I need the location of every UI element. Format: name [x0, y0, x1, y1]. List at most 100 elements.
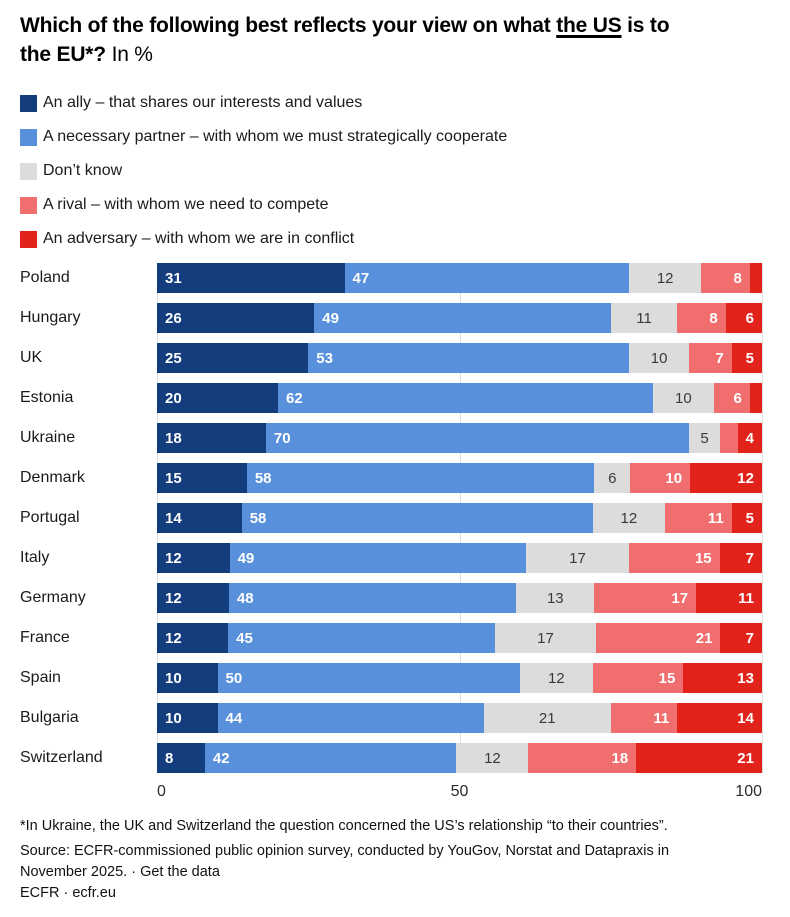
bar-value-label: 11 [738, 589, 754, 607]
bar-track: 12 49 17 15 7 [157, 543, 762, 574]
bar-track: 18 70 5 4 [157, 423, 762, 454]
legend-swatch-icon [20, 230, 37, 248]
country-label: UK [20, 349, 43, 367]
bar-segment: 49 [314, 303, 611, 334]
bar-value-label: 25 [165, 349, 182, 367]
bar-value-label: 15 [165, 469, 182, 487]
bar-segment: 10 [653, 383, 714, 414]
bar-segment: 6 [725, 303, 762, 334]
legend: An ally – that shares our interests and … [20, 92, 762, 250]
bar-segment: 11 [610, 703, 678, 734]
chart-row: Hungary 26 49 11 8 6 [20, 303, 762, 334]
chart-row: Denmark 15 58 6 10 12 [20, 463, 762, 494]
bar-segment: 21 [636, 743, 762, 774]
country-label: Denmark [20, 469, 85, 487]
bar-segment: 31 [157, 263, 345, 294]
bar-value-label: 44 [225, 709, 243, 727]
bar-value-label: 10 [165, 669, 182, 687]
bar-track: 10 50 12 15 13 [157, 663, 762, 694]
bar-segment: 53 [308, 343, 629, 374]
footnote: *In Ukraine, the UK and Switzerland the … [20, 818, 668, 835]
bar-track: 20 62 10 6 [157, 383, 762, 414]
legend-swatch-icon [20, 162, 37, 180]
bar-value-label: 17 [537, 629, 554, 647]
bar-value-label: 21 [737, 749, 754, 767]
bar-value-label: 11 [707, 509, 724, 527]
get-the-data-link[interactable]: Get the data [140, 863, 220, 880]
source-line: Source: ECFR-commissioned public opinion… [20, 841, 762, 882]
bar-segment: 44 [217, 703, 484, 734]
bar-value-label: 49 [237, 549, 255, 567]
bar-value-label: 7 [715, 349, 724, 367]
bar-segment: 15 [628, 543, 720, 574]
legend-swatch-icon [20, 94, 37, 112]
bar-value-label: 21 [695, 629, 713, 647]
bar-value-label: 14 [165, 509, 182, 527]
bar-segment: 50 [217, 663, 520, 694]
country-label: Italy [20, 549, 50, 567]
bar-value-label: 58 [254, 469, 272, 487]
bar-value-label: 12 [547, 669, 565, 687]
chart-row: Spain 10 50 12 15 13 [20, 663, 762, 694]
gridline [762, 263, 763, 774]
bar-value-label: 42 [212, 749, 230, 767]
bar-value-label: 47 [352, 269, 370, 287]
chart-row: Portugal 14 58 12 11 5 [20, 503, 762, 534]
bar-value-label: 8 [165, 749, 174, 767]
chart-row: Italy 12 49 17 15 7 [20, 543, 762, 574]
bar-segment: 8 [677, 303, 726, 334]
bar-track: 8 42 12 18 21 [157, 743, 762, 774]
bar-value-label: 15 [694, 549, 712, 567]
legend-label: An ally – that shares our interests and … [43, 94, 363, 112]
bar-segment: 12 [157, 623, 229, 654]
bar-segment: 6 [713, 383, 750, 414]
bar-track: 10 44 21 11 14 [157, 703, 762, 734]
bar-value-label: 10 [165, 709, 182, 727]
bar-segment: 58 [246, 463, 595, 494]
legend-label: Don’t know [43, 162, 123, 180]
bar-value-label: 45 [236, 629, 253, 647]
bar-value-label: 6 [733, 389, 742, 407]
bar-segment: 25 [157, 343, 309, 374]
legend-item: An ally – that shares our interests and … [20, 92, 762, 114]
bar-value-label: 13 [546, 589, 564, 607]
chart-row: Bulgaria 10 44 21 11 14 [20, 703, 762, 734]
title-unit-label: In % [111, 42, 153, 66]
bar-value-label: 10 [665, 469, 683, 487]
bar-segment: 12 [157, 543, 230, 574]
bar-track: 31 47 12 8 [157, 263, 762, 294]
bar-value-label: 13 [737, 669, 754, 687]
bar-segment: 5 [731, 503, 762, 534]
bar-value-label: 70 [273, 429, 291, 447]
bar-value-label: 53 [316, 349, 333, 367]
bar-segment: 12 [456, 743, 529, 774]
title-question-part2: is to [621, 14, 670, 37]
bar-track: 14 58 12 11 5 [157, 503, 762, 534]
bar-value-label: 5 [745, 509, 754, 527]
bar-value-label: 50 [225, 669, 243, 687]
bar-value-label: 6 [608, 469, 617, 487]
x-axis: 0 50 100 [157, 779, 762, 803]
bar-value-label: 17 [569, 549, 586, 567]
bar-segment: 13 [516, 583, 595, 614]
bar-segment: 12 [690, 463, 762, 494]
country-label: Ukraine [20, 429, 76, 447]
bar-segment: 13 [683, 663, 762, 694]
country-label: Bulgaria [20, 709, 79, 727]
credit-line: ECFR · ecfr.eu [20, 885, 116, 902]
legend-swatch-icon [20, 196, 37, 214]
title-question-part3: the EU*? [20, 42, 106, 66]
bar-segment [749, 383, 762, 414]
legend-label: A rival – with whom we need to compete [43, 196, 329, 214]
bar-value-label: 18 [611, 749, 629, 767]
bar-value-label: 7 [745, 549, 754, 567]
bar-value-label: 49 [322, 309, 339, 327]
bar-value-label: 12 [165, 589, 182, 607]
bar-value-label: 58 [249, 509, 267, 527]
legend-item: A rival – with whom we need to compete [20, 194, 762, 216]
bar-value-label: 12 [484, 749, 501, 767]
bar-segment: 12 [157, 583, 229, 614]
chart-row: France 12 45 17 21 7 [20, 623, 762, 654]
bar-segment: 10 [628, 343, 690, 374]
chart-row: Switzerland 8 42 12 18 21 [20, 743, 762, 774]
